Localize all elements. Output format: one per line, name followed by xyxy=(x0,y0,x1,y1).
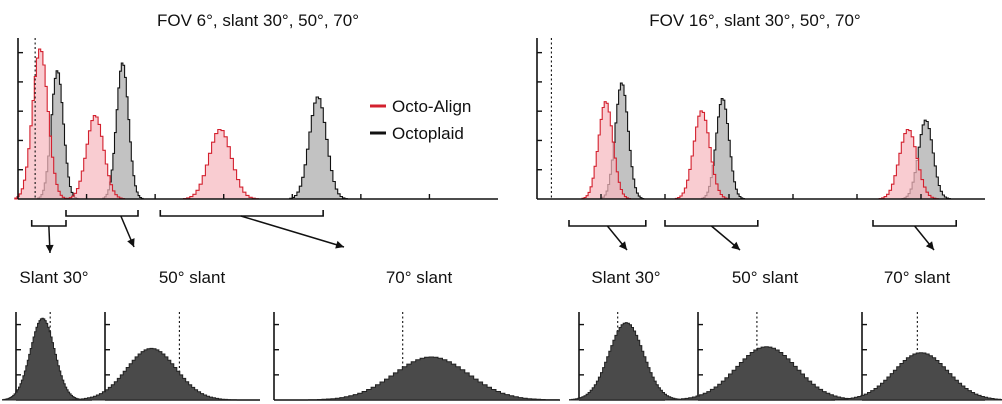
left-top-plot xyxy=(14,48,348,200)
right-top-octo-align-hist-2 xyxy=(878,128,939,200)
right-arrow-70-head xyxy=(925,241,934,250)
right-top-octo-align-hist-0 xyxy=(581,101,631,200)
plots xyxy=(2,38,1002,401)
left-bracket-30 xyxy=(30,220,67,227)
left-top-octoplaid-hist-2 xyxy=(289,96,348,200)
left-label-slant-50: 50° slant xyxy=(159,268,226,287)
legend: Octo-Align Octoplaid xyxy=(370,97,471,143)
bottom-3-hist xyxy=(308,356,559,401)
left-bracket-70 xyxy=(159,210,324,217)
left-top-octo-align-hist-2 xyxy=(182,128,259,200)
right-label-slant-30: Slant 30° xyxy=(591,268,660,287)
right-bracket-70 xyxy=(872,220,957,227)
right-arrow-50-head xyxy=(731,241,740,250)
legend-label-octoplaid: Octoplaid xyxy=(392,124,464,143)
left-arrow-70-shaft xyxy=(240,215,345,248)
right-bracket-30 xyxy=(568,220,647,227)
left-arrow-30-head xyxy=(45,244,54,253)
bottom-6-hist xyxy=(831,352,1002,401)
bottom-2-hist xyxy=(69,347,237,401)
left-label-slant-70: 70° slant xyxy=(386,268,453,287)
left-arrow-70-head xyxy=(335,240,344,249)
bottom-4-hist xyxy=(569,322,684,401)
right-arrow-30-head xyxy=(618,241,627,250)
right-panel-title: FOV 16°, slant 30°, 50°, 70° xyxy=(649,11,860,30)
right-top-plot xyxy=(581,82,951,200)
left-label-slant-30: Slant 30° xyxy=(19,268,88,287)
left-arrow-50-head xyxy=(127,238,135,247)
right-label-slant-50: 50° slant xyxy=(732,268,799,287)
left-bracket-50 xyxy=(65,210,139,217)
right-bracket-50 xyxy=(664,220,759,227)
bottom-5-hist xyxy=(666,346,871,401)
right-label-slant-70: 70° slant xyxy=(884,268,951,287)
left-top-octo-align-hist-0 xyxy=(14,48,68,200)
right-top-octo-align-hist-1 xyxy=(674,110,730,200)
legend-label-octo-align: Octo-Align xyxy=(392,97,471,116)
left-top-octo-align-hist-1 xyxy=(66,115,126,200)
left-panel-title: FOV 6°, slant 30°, 50°, 70° xyxy=(157,11,359,30)
bottom-1-hist xyxy=(2,317,85,401)
